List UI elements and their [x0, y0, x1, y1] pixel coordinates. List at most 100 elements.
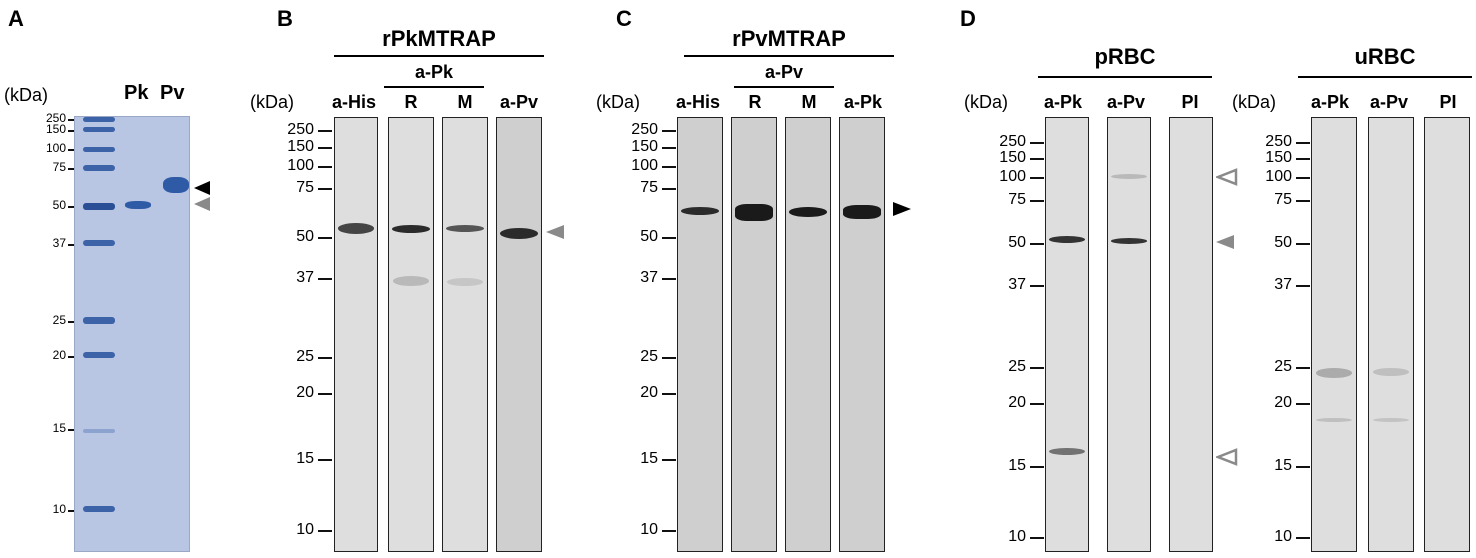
blot-lane	[1107, 117, 1151, 552]
panel-c-title: rPvMTRAP	[732, 26, 846, 51]
ladder-band	[83, 240, 115, 246]
marker-tick	[318, 147, 332, 149]
blot-lane	[731, 117, 777, 552]
marker-label: 50	[1008, 234, 1026, 251]
marker-tick	[662, 459, 676, 461]
marker-tick	[318, 278, 332, 280]
marker-label: 10	[296, 521, 314, 538]
marker-tick	[1296, 537, 1310, 539]
marker-label: 15	[1274, 457, 1292, 474]
panel-a-gel	[74, 116, 190, 552]
marker-tick	[1030, 466, 1044, 468]
marker-label: 37	[52, 236, 66, 250]
marker-label: 250	[1265, 133, 1292, 150]
marker-tick	[1296, 285, 1310, 287]
marker-tick	[68, 206, 74, 208]
marker-tick	[318, 188, 332, 190]
panel-c-letter: C	[616, 6, 632, 31]
marker-tick	[662, 166, 676, 168]
marker-label: 100	[999, 168, 1026, 185]
marker-label: 50	[640, 228, 658, 245]
marker-label: 150	[45, 122, 66, 136]
panel-d-lane-label: a-Pv	[1369, 92, 1409, 112]
blot-lane	[442, 117, 488, 552]
black-arrowhead-icon	[194, 181, 210, 195]
blot-lane	[1045, 117, 1089, 552]
panel-b-group-rule	[384, 86, 484, 88]
marker-tick	[318, 357, 332, 359]
marker-tick	[68, 119, 74, 121]
ladder-band	[83, 203, 115, 210]
blot-band	[391, 225, 431, 233]
blot-band	[337, 223, 375, 234]
blot-lane	[1311, 117, 1357, 552]
marker-tick	[1296, 177, 1310, 179]
blot-band	[1110, 238, 1148, 244]
marker-tick	[1030, 200, 1044, 202]
marker-label: 100	[631, 157, 658, 174]
marker-label: 250	[45, 111, 66, 125]
marker-label: 150	[287, 138, 314, 155]
marker-tick	[662, 130, 676, 132]
marker-label: 10	[1274, 528, 1292, 545]
marker-label: 15	[1008, 457, 1026, 474]
marker-label: 10	[640, 521, 658, 538]
faint-band	[1049, 448, 1085, 455]
marker-label: 20	[640, 384, 658, 401]
ladder-band	[83, 506, 115, 512]
blot-lane	[785, 117, 831, 552]
marker-tick	[1030, 285, 1044, 287]
panel-c-kda-label: (kDa)	[596, 92, 640, 112]
panel-d-left-rule	[1038, 76, 1212, 78]
blot-band	[842, 205, 882, 219]
marker-tick	[1030, 403, 1044, 405]
blot-lane	[334, 117, 378, 552]
pv-protein-band	[163, 177, 189, 193]
marker-tick	[68, 244, 74, 246]
marker-label: 100	[287, 157, 314, 174]
blot-band	[499, 228, 539, 239]
marker-label: 250	[999, 133, 1026, 150]
panel-b-letter: B	[277, 6, 293, 31]
panel-c-group-label: a-Pv	[764, 62, 804, 82]
marker-tick	[318, 237, 332, 239]
marker-label: 15	[52, 421, 66, 435]
marker-label: 20	[1008, 394, 1026, 411]
marker-tick	[318, 393, 332, 395]
blot-lane	[1169, 117, 1213, 552]
panel-a-lane-pk: Pk	[124, 82, 149, 104]
panel-b-lane-label: M	[457, 92, 473, 112]
faint-band	[446, 278, 484, 286]
marker-tick	[318, 530, 332, 532]
panel-c-lane-label: M	[801, 92, 817, 112]
ladder-band	[83, 352, 115, 358]
panel-b-title-rule	[334, 55, 544, 57]
ladder-band	[83, 317, 115, 324]
marker-label: 25	[1008, 358, 1026, 375]
marker-label: 50	[1274, 234, 1292, 251]
panel-a-kda-label: (kDa)	[4, 85, 48, 105]
marker-label: 20	[296, 384, 314, 401]
marker-label: 37	[640, 269, 658, 286]
marker-tick	[662, 147, 676, 149]
marker-tick	[1030, 367, 1044, 369]
marker-label: 100	[1265, 168, 1292, 185]
marker-tick	[318, 166, 332, 168]
marker-label: 50	[52, 198, 66, 212]
blot-band	[788, 207, 828, 217]
marker-tick	[662, 278, 676, 280]
hollow-arrowhead-icon	[1216, 168, 1238, 186]
marker-tick	[662, 393, 676, 395]
ladder-band	[83, 117, 115, 122]
faint-band	[1315, 368, 1353, 378]
marker-label: 15	[296, 450, 314, 467]
faint-band	[1372, 368, 1410, 376]
gray-arrowhead-icon	[194, 197, 210, 211]
blot-lane	[388, 117, 434, 552]
marker-tick	[318, 459, 332, 461]
ladder-band	[83, 165, 115, 171]
marker-tick	[1030, 142, 1044, 144]
marker-tick	[318, 130, 332, 132]
panel-b-group-label: a-Pk	[414, 62, 454, 82]
marker-tick	[1296, 158, 1310, 160]
